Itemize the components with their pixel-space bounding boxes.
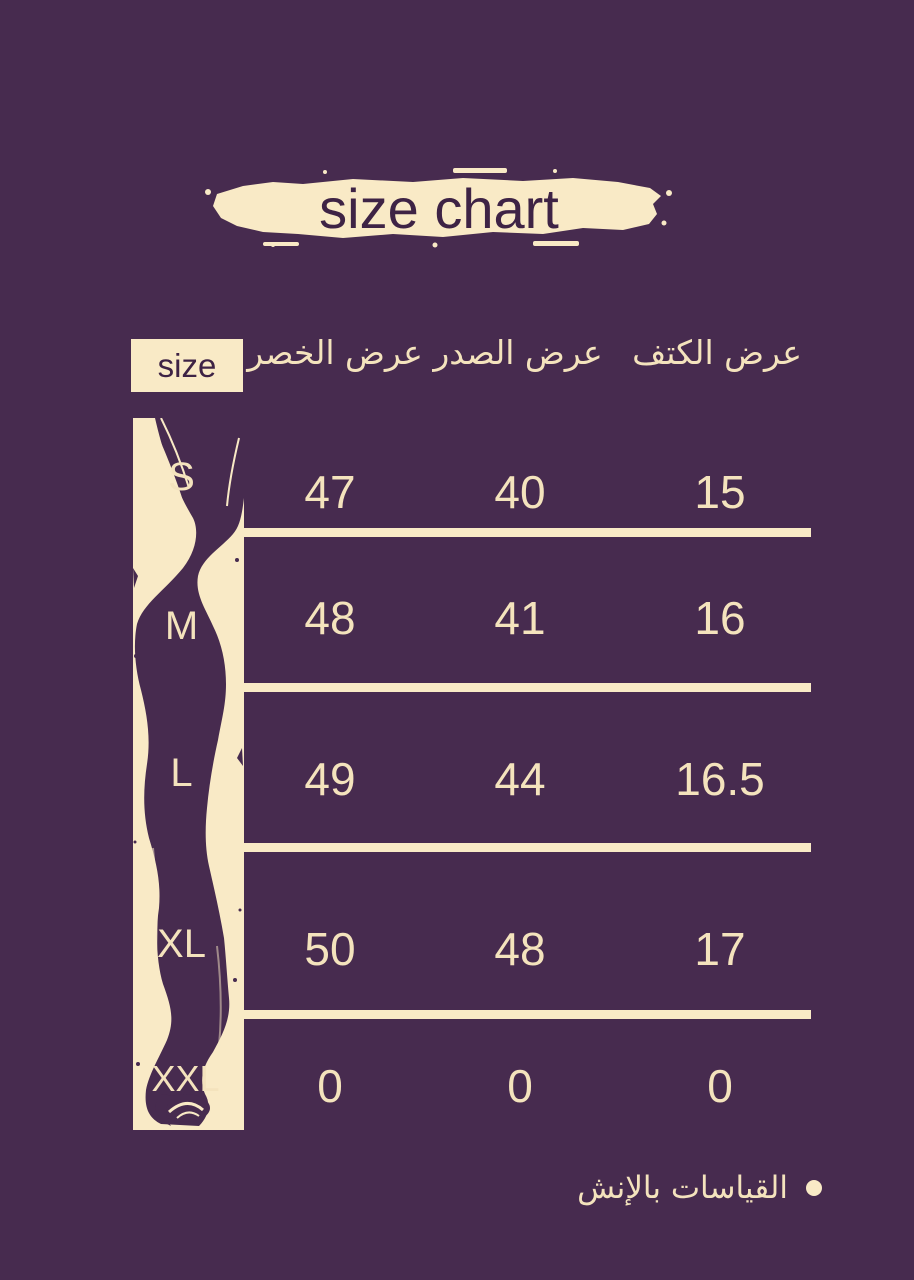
row-separator-line (133, 528, 811, 537)
size-corner-text: size (157, 346, 217, 384)
footnote-text: القياسات بالإنش (577, 1170, 788, 1206)
size-label: M (164, 604, 199, 648)
title-banner: size chart (203, 166, 675, 254)
table-cell: 50 (304, 923, 356, 975)
size-label: XXL (151, 1058, 220, 1099)
row-separator-line (133, 843, 811, 852)
size-column: S M L XL XXL (133, 418, 244, 1130)
size-corner-label: size (131, 339, 243, 392)
column-header-chest-width: عرض الصدر (433, 332, 603, 372)
table-cell: 49 (304, 753, 356, 805)
column-header-waist-width: عرض الخصر (247, 332, 423, 372)
table-cell: 17 (694, 923, 746, 975)
page-title: size chart (319, 176, 559, 240)
column-header-shoulder-width: عرض الكتف (632, 332, 802, 372)
brush-stroke-column-art (133, 418, 244, 1130)
row-separator-line (133, 1010, 811, 1019)
size-label: S (168, 455, 195, 499)
table-cell: 16.5 (675, 753, 765, 805)
table-cell: 0 (507, 1060, 533, 1112)
table-cell: 48 (494, 923, 546, 975)
table-cell: 47 (304, 466, 356, 518)
table-cell: 16 (694, 592, 746, 644)
row-separator-line (133, 683, 811, 692)
footnote: القياسات بالإنش (577, 1163, 822, 1213)
table-cell: 0 (707, 1060, 733, 1112)
table-cell: 41 (494, 592, 546, 644)
brush-stroke-banner-background (205, 168, 672, 248)
table-cell: 44 (494, 753, 546, 805)
table-cell: 0 (317, 1060, 343, 1112)
table-cell: 15 (694, 466, 746, 518)
table-cell: 48 (304, 592, 356, 644)
bullet-icon (806, 1180, 822, 1196)
size-label: L (170, 751, 193, 795)
size-label: XL (157, 922, 206, 966)
table-cell: 40 (494, 466, 546, 518)
